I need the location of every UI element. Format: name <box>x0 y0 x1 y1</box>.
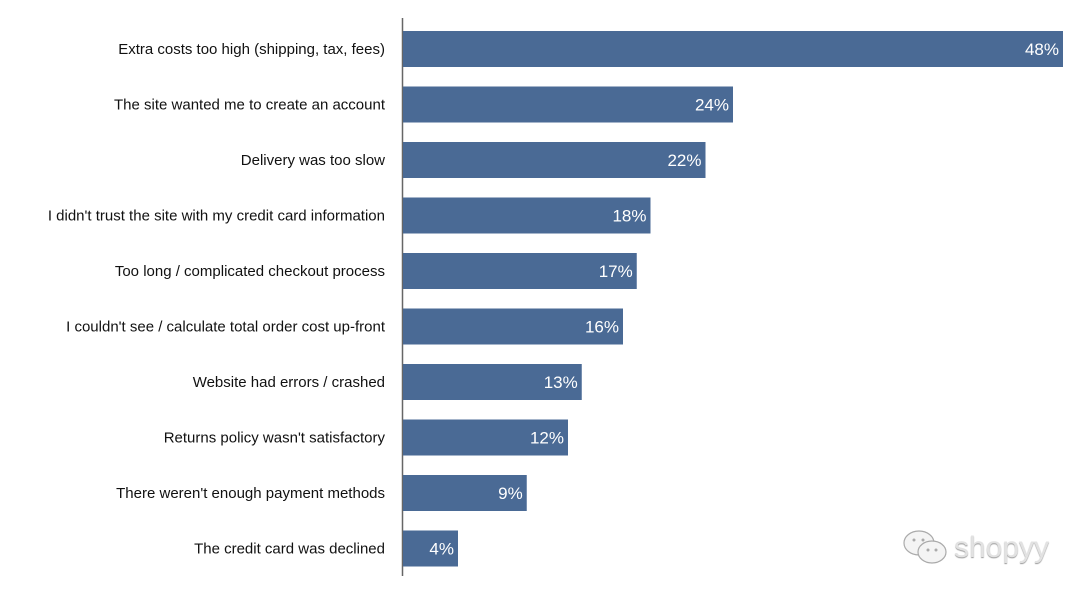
bar <box>403 308 623 345</box>
bar <box>403 197 651 234</box>
bar <box>403 253 637 289</box>
category-label: Extra costs too high (shipping, tax, fee… <box>118 41 385 58</box>
data-label: 9% <box>498 484 523 503</box>
bar <box>403 530 458 567</box>
category-label: Returns policy wasn't satisfactory <box>164 430 386 447</box>
data-label: 24% <box>695 96 729 115</box>
bar <box>403 86 733 123</box>
category-label: Delivery was too slow <box>241 152 385 169</box>
bar <box>403 31 1063 67</box>
category-label: I couldn't see / calculate total order c… <box>66 319 386 336</box>
wechat-icon <box>903 530 947 564</box>
category-label: Too long / complicated checkout process <box>115 263 385 280</box>
bar <box>403 364 582 400</box>
bar <box>403 419 568 456</box>
data-label: 17% <box>599 262 633 281</box>
data-label: 18% <box>612 207 646 226</box>
category-label: The credit card was declined <box>194 541 385 558</box>
bar <box>403 475 527 511</box>
data-label: 48% <box>1025 40 1059 59</box>
category-label: There weren't enough payment methods <box>116 485 385 502</box>
watermark-text: shopyy <box>954 531 1050 564</box>
data-label: 13% <box>544 373 578 392</box>
data-label: 4% <box>429 540 454 559</box>
watermark: shopyy <box>902 528 1049 568</box>
data-label: 16% <box>585 318 619 337</box>
category-label: The site wanted me to create an account <box>114 97 386 114</box>
data-label: 12% <box>530 429 564 448</box>
category-label: I didn't trust the site with my credit c… <box>48 208 385 225</box>
category-label: Website had errors / crashed <box>193 374 385 391</box>
data-label: 22% <box>667 151 701 170</box>
bar <box>403 142 706 178</box>
